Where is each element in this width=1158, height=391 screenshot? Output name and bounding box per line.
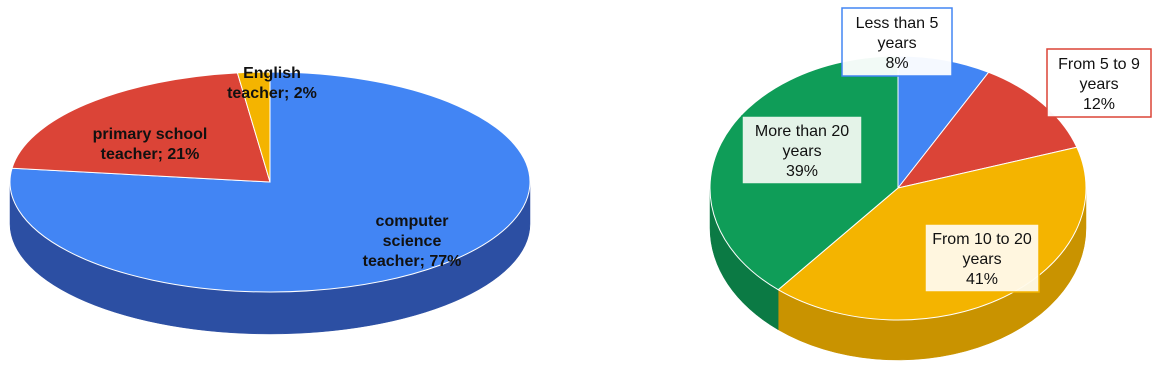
data-label-box: [741, 115, 863, 185]
data-label-more-than-20-years-39: More than 20 years 39%: [741, 115, 863, 185]
data-label-text: English teacher; 2%: [227, 65, 317, 102]
data-label-text: From 10 to 20 years 41%: [932, 231, 1032, 288]
pie-top-group: [9, 71, 531, 293]
data-label-from-10-to-20-years-41: From 10 to 20 years 41%: [924, 223, 1040, 293]
pie-slice-primary-school-teacher-21: [11, 72, 271, 183]
data-label-text: primary school teacher; 21%: [93, 126, 208, 163]
data-label-primary-school-teacher-21: primary school teacher; 21%: [93, 126, 208, 163]
data-label-less-than-5-years-8: Less than 5 years 8%: [841, 7, 953, 77]
data-label-box: [1046, 48, 1152, 118]
data-label-box: [924, 223, 1040, 293]
data-label-text: computer science teacher; 77%: [363, 213, 462, 270]
pie-slice-from-5-to-9-years-12: [896, 71, 1078, 189]
data-label-english-teacher-2: English teacher; 2%: [227, 65, 317, 102]
pie-slice-english-teacher-2: [236, 71, 271, 183]
data-label-text: From 5 to 9 years 12%: [1058, 56, 1140, 113]
data-label-computer-science-teacher-77: computer science teacher; 77%: [363, 213, 462, 270]
pie-chart-teacher-type: computer science teacher; 77% primary schoo…: [9, 65, 531, 335]
data-label-text: Less than 5 years 8%: [856, 15, 939, 72]
data-label-box: [841, 7, 953, 77]
data-label-text: More than 20 years 39%: [755, 123, 849, 180]
data-label-from-5-to-9-years-12: From 5 to 9 years 12%: [1046, 48, 1152, 118]
